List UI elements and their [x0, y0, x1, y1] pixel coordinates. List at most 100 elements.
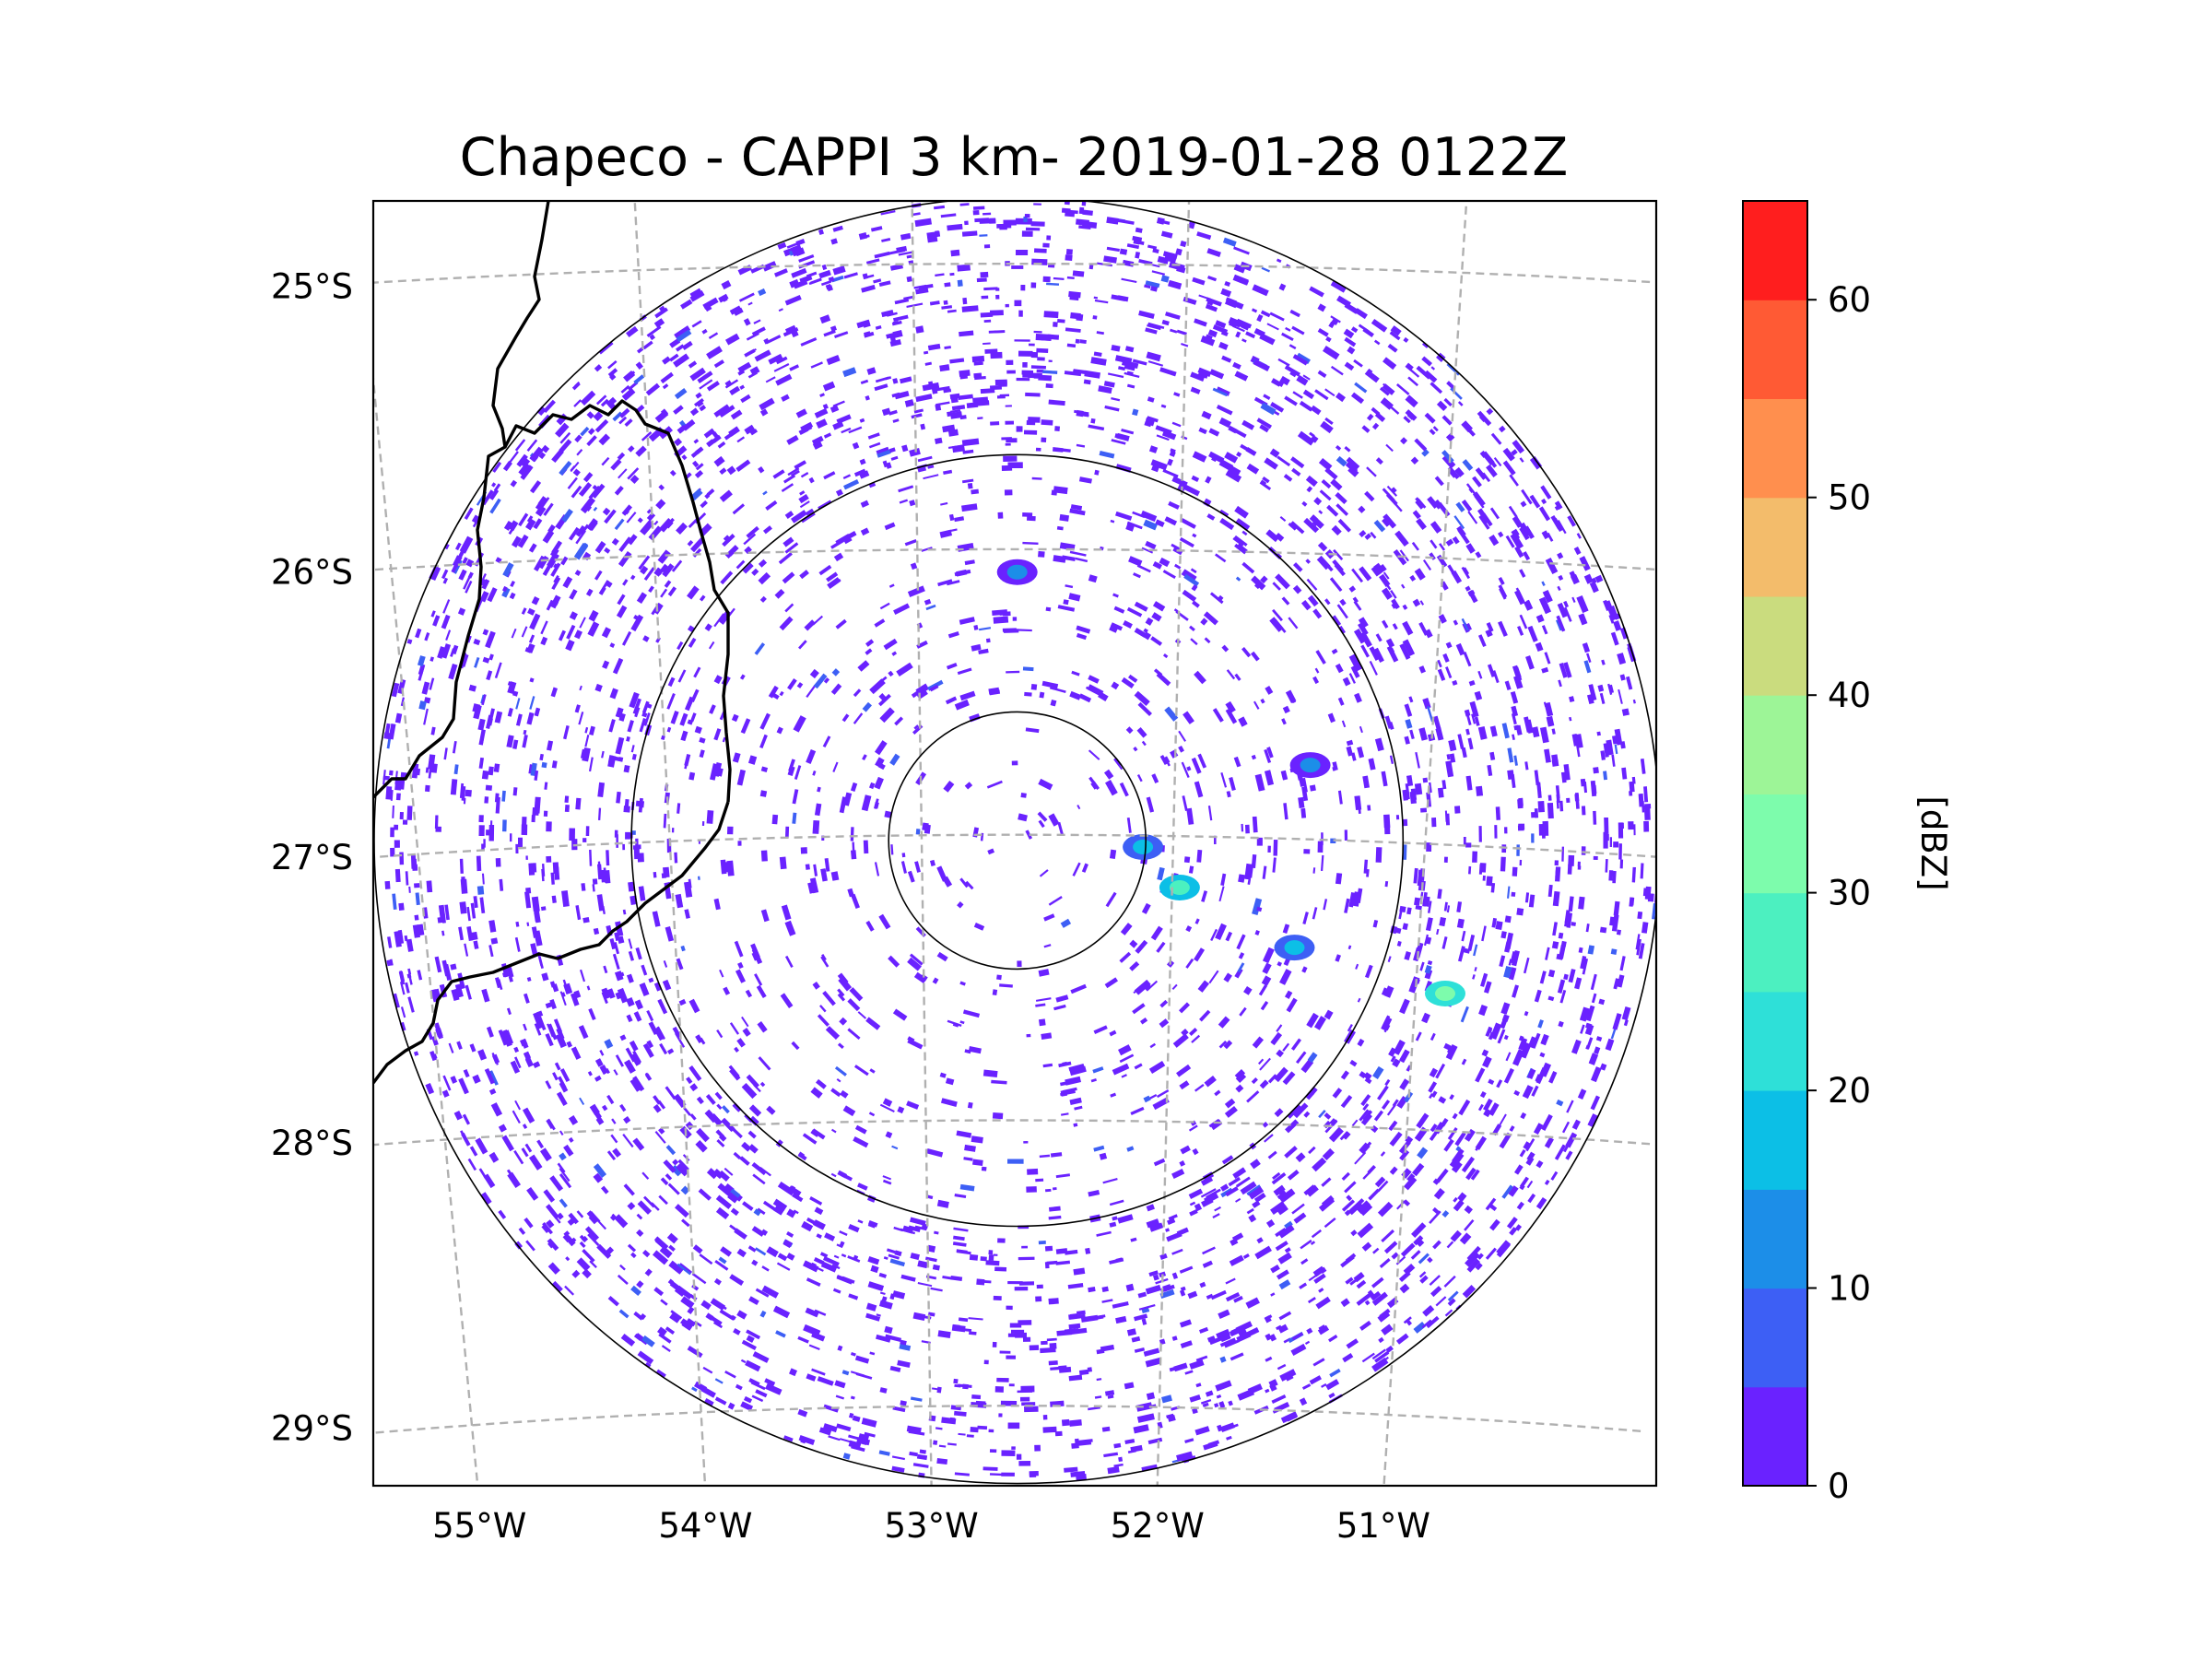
echo-cell — [982, 212, 992, 216]
echo-cell — [490, 937, 499, 945]
echo-cell — [1205, 303, 1218, 312]
echo-cell — [868, 441, 881, 449]
echo-cell — [398, 902, 405, 911]
echo-cell — [622, 1134, 634, 1148]
echo-cell — [874, 383, 888, 392]
echo-cell — [998, 1413, 1003, 1418]
echo-cell — [450, 1076, 458, 1084]
echo-cell — [1558, 932, 1564, 939]
echo-cell — [691, 320, 702, 328]
echo-cell — [990, 351, 1003, 359]
echo-cell — [1568, 896, 1574, 912]
echo-cell — [1613, 620, 1622, 631]
echo-cell — [1314, 389, 1329, 401]
echo-cell — [469, 1043, 477, 1053]
echo-cell — [978, 627, 992, 631]
echo-cell — [874, 776, 884, 790]
echo-cell — [1011, 760, 1018, 766]
echo-cell — [393, 993, 400, 1008]
echo-cell — [1007, 1422, 1020, 1430]
echo-cell — [962, 297, 968, 305]
echo-cell — [1065, 1249, 1078, 1255]
echo-cell — [913, 724, 919, 730]
echo-cell — [980, 1256, 987, 1262]
echo-cell — [1030, 365, 1046, 370]
echo-cell — [1160, 230, 1173, 239]
colorbar-tick-label: 50 — [1828, 478, 1871, 518]
echo-cell — [1273, 839, 1278, 856]
echo-cell — [550, 562, 561, 577]
echo-cell — [1421, 356, 1433, 367]
echo-cell — [1401, 583, 1406, 589]
echo-cell — [1580, 778, 1586, 787]
echo-cell — [406, 806, 413, 820]
echo-cell — [1300, 807, 1307, 818]
echo-cell — [1542, 820, 1549, 836]
echo-cell — [1009, 1323, 1022, 1328]
echo-cell — [1565, 1150, 1573, 1160]
echo-cell — [1414, 897, 1421, 906]
echo-cell — [477, 886, 485, 895]
echo-cell — [1416, 518, 1427, 531]
echo-cell — [1357, 747, 1365, 759]
echo-cell — [1621, 708, 1630, 716]
echo-cell — [1519, 1149, 1526, 1158]
echo-cell — [1067, 1283, 1084, 1289]
echo-cell — [488, 824, 495, 841]
echo-cell — [1279, 1369, 1297, 1382]
echo-cell — [532, 864, 536, 871]
echo-cell — [818, 564, 832, 576]
echo-cell — [944, 282, 951, 288]
echo-cell — [425, 767, 429, 773]
echo-cell — [1537, 800, 1545, 813]
echo-cell — [1028, 343, 1035, 347]
lon-tick-label: 52°W — [1111, 1506, 1205, 1546]
colorbar-tick-label: 40 — [1828, 676, 1871, 715]
echo-cell — [992, 989, 998, 996]
echo-cell — [817, 786, 821, 793]
echo-cell — [1299, 400, 1313, 412]
echo-cell — [594, 541, 606, 554]
echo-cell — [1070, 983, 1087, 994]
echo-cell — [1192, 600, 1200, 608]
map-area[interactable] — [232, 145, 1769, 1591]
echo-cell — [534, 796, 541, 814]
echo-cell — [1064, 1466, 1078, 1473]
echo-cell — [1367, 368, 1373, 373]
echo-cell — [950, 249, 960, 257]
echo-cell — [1104, 1390, 1115, 1396]
echo-cell — [1066, 276, 1075, 280]
echo-cell — [1367, 1164, 1376, 1174]
colorbar-swatch — [1743, 201, 1807, 300]
echo-cell — [981, 1166, 987, 1171]
echo-cell — [1021, 1245, 1029, 1249]
echo-cell — [1468, 865, 1472, 875]
echo-cell — [1148, 445, 1159, 453]
echo-cell — [1486, 407, 1494, 416]
echo-cell — [743, 318, 751, 326]
echo-cell — [1357, 1038, 1365, 1047]
colorbar-swatch — [1743, 892, 1807, 993]
echo-cell — [1252, 898, 1263, 916]
echo-cell — [860, 379, 869, 385]
echo-cell — [743, 533, 757, 546]
echo-cell — [566, 1041, 573, 1048]
echo-cell — [1033, 374, 1039, 379]
echo-cell — [622, 843, 626, 851]
echo-cell — [1057, 319, 1065, 324]
echo-cell — [1005, 303, 1009, 308]
echo-cell — [972, 209, 980, 216]
colorbar-tick-label: 60 — [1828, 280, 1871, 320]
echo-cell — [1649, 893, 1654, 902]
echo-cell — [1028, 417, 1041, 423]
echo-cell — [941, 305, 953, 310]
echo-cell — [575, 524, 586, 537]
echo-cell — [1141, 1464, 1158, 1471]
echo-cell — [1085, 1247, 1091, 1254]
echo-cell — [1038, 550, 1045, 558]
echo-cell — [776, 726, 783, 735]
echo-cell — [1559, 663, 1568, 678]
echo-cell — [1519, 859, 1523, 866]
echo-cell — [1262, 1121, 1269, 1128]
echo-cell — [1516, 844, 1520, 856]
